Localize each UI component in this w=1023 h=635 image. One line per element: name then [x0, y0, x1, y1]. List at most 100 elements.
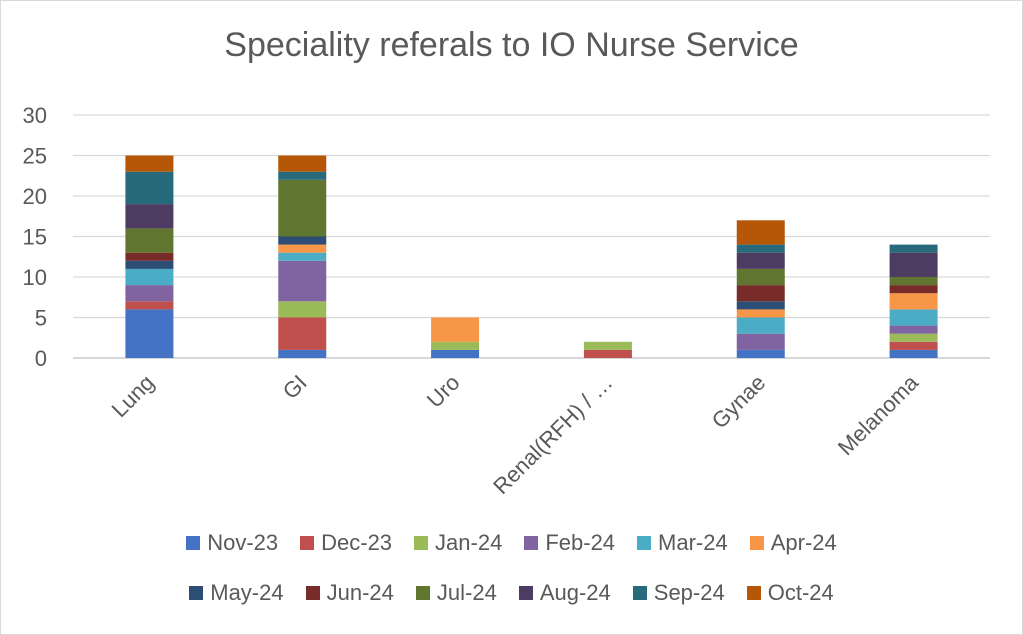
bar-segment [583, 349, 632, 358]
legend-label: Jul-24 [436, 580, 497, 605]
bar-segment [278, 236, 327, 245]
legend-label: Sep-24 [653, 580, 725, 605]
bar-segment [125, 252, 174, 261]
legend-swatch [637, 536, 652, 550]
legend-entry: Jan-24 [414, 530, 502, 556]
bar-segment [736, 301, 785, 310]
x-tick-label: Gynae [707, 370, 771, 434]
legend-swatch [749, 536, 764, 550]
y-axis: 0 5 10 15 20 25 30 [23, 103, 47, 371]
bar-segment [278, 179, 327, 237]
x-axis: Lung GI Uro Renal(RFH) / … Gynae Melanoma [107, 369, 924, 499]
bar-segment [125, 204, 174, 229]
y-tick-label: 15 [23, 225, 47, 250]
legend-swatch [415, 586, 430, 600]
x-tick-label: Renal(RFH) / … [488, 370, 617, 499]
y-tick-label: 0 [35, 346, 47, 371]
chart-title: Speciality referals to IO Nurse Service [224, 26, 799, 64]
plot-area: 0 5 10 15 20 25 30 Lung GI Uro Renal(RFH) / … Gyna… [23, 103, 990, 499]
x-tick-label: Lung [107, 370, 159, 422]
gridlines [73, 114, 990, 359]
bar-segment [278, 244, 327, 253]
bar-segment [736, 244, 785, 253]
legend-entry: Jul-24 [415, 580, 497, 606]
x-tick-label: GI [278, 370, 312, 404]
legend-entry: Feb-24 [524, 530, 615, 556]
bars [125, 155, 938, 358]
legend-entry: Sep-24 [632, 580, 725, 606]
bar-segment [125, 155, 174, 172]
legend-label: Jan-24 [435, 530, 503, 555]
legend-row: Nov-23 Dec-23 Jan-24 Feb-24 Mar-24 Apr-24 [0, 526, 1023, 560]
bar-segment [278, 349, 327, 358]
legend-swatch [524, 536, 539, 550]
bar-segment [125, 268, 174, 286]
legend-row: May-24 Jun-24 Jul-24 Aug-24 Sep-24 Oct-24 [0, 576, 1023, 610]
x-tick-label: Melanoma [833, 369, 924, 460]
bar-segment [583, 341, 632, 350]
legend-label: Mar-24 [658, 530, 728, 555]
legend-entry: Aug-24 [518, 580, 611, 606]
bar-segment [889, 293, 938, 310]
y-tick-label: 25 [23, 144, 47, 169]
bar-segment [889, 285, 938, 294]
legend-label: Apr-24 [770, 530, 837, 555]
legend-label: Oct-24 [767, 580, 834, 605]
legend-entry: May-24 [189, 580, 284, 606]
bar-segment [889, 333, 938, 342]
bar-segment [278, 260, 327, 302]
bar-segment [125, 171, 174, 205]
legend-entry: Dec-23 [300, 530, 392, 556]
bar-segment [736, 349, 785, 358]
x-tick-label: Uro [422, 370, 465, 413]
y-tick-label: 30 [23, 103, 47, 128]
bar-segment [125, 285, 174, 302]
legend-entry: Oct-24 [746, 580, 834, 606]
legend-label: Feb-24 [545, 530, 616, 555]
bar-segment [736, 220, 785, 245]
bar-segment [125, 301, 174, 310]
bar-segment [736, 252, 785, 269]
bar-segment [889, 349, 938, 358]
legend-swatch [300, 536, 315, 550]
bar-segment [736, 333, 785, 350]
legend-label: Aug-24 [539, 580, 611, 605]
bar-segment [736, 317, 785, 334]
legend-entry: Jun-24 [305, 580, 394, 606]
legend-swatch [632, 586, 647, 600]
bar-segment [889, 244, 938, 253]
bar-segment [889, 309, 938, 326]
bar-segment [736, 268, 785, 286]
legend-swatch [414, 536, 429, 550]
legend-swatch [305, 586, 320, 600]
legend-entry: Apr-24 [749, 530, 837, 556]
y-tick-label: 5 [35, 306, 47, 331]
bar-segment [125, 260, 174, 269]
legend: Nov-23 Dec-23 Jan-24 Feb-24 Mar-24 Apr-24 May… [0, 526, 1023, 626]
bar-segment [889, 325, 938, 334]
bar-segment [889, 277, 938, 286]
bar-segment [125, 228, 174, 253]
bar-segment [889, 252, 938, 277]
bar-segment [125, 309, 174, 358]
bar-segment [278, 252, 327, 261]
bar-segment [278, 317, 327, 350]
legend-swatch [186, 536, 201, 550]
legend-entry: Mar-24 [637, 530, 728, 556]
legend-swatch [518, 586, 533, 600]
legend-label: Dec-23 [321, 530, 393, 555]
bar-segment [278, 171, 327, 180]
bar-segment [278, 301, 327, 318]
legend-swatch [746, 586, 761, 600]
legend-label: Nov-23 [207, 530, 279, 555]
legend-label: Jun-24 [326, 580, 394, 605]
bar-segment [278, 155, 327, 172]
y-tick-label: 10 [23, 265, 47, 290]
bar-segment [431, 341, 480, 350]
bar-segment [431, 317, 480, 342]
bar-segment [431, 349, 480, 358]
legend-entry: Nov-23 [186, 530, 278, 556]
bar-segment [736, 285, 785, 302]
legend-swatch [189, 586, 204, 600]
legend-label: May-24 [210, 580, 284, 605]
